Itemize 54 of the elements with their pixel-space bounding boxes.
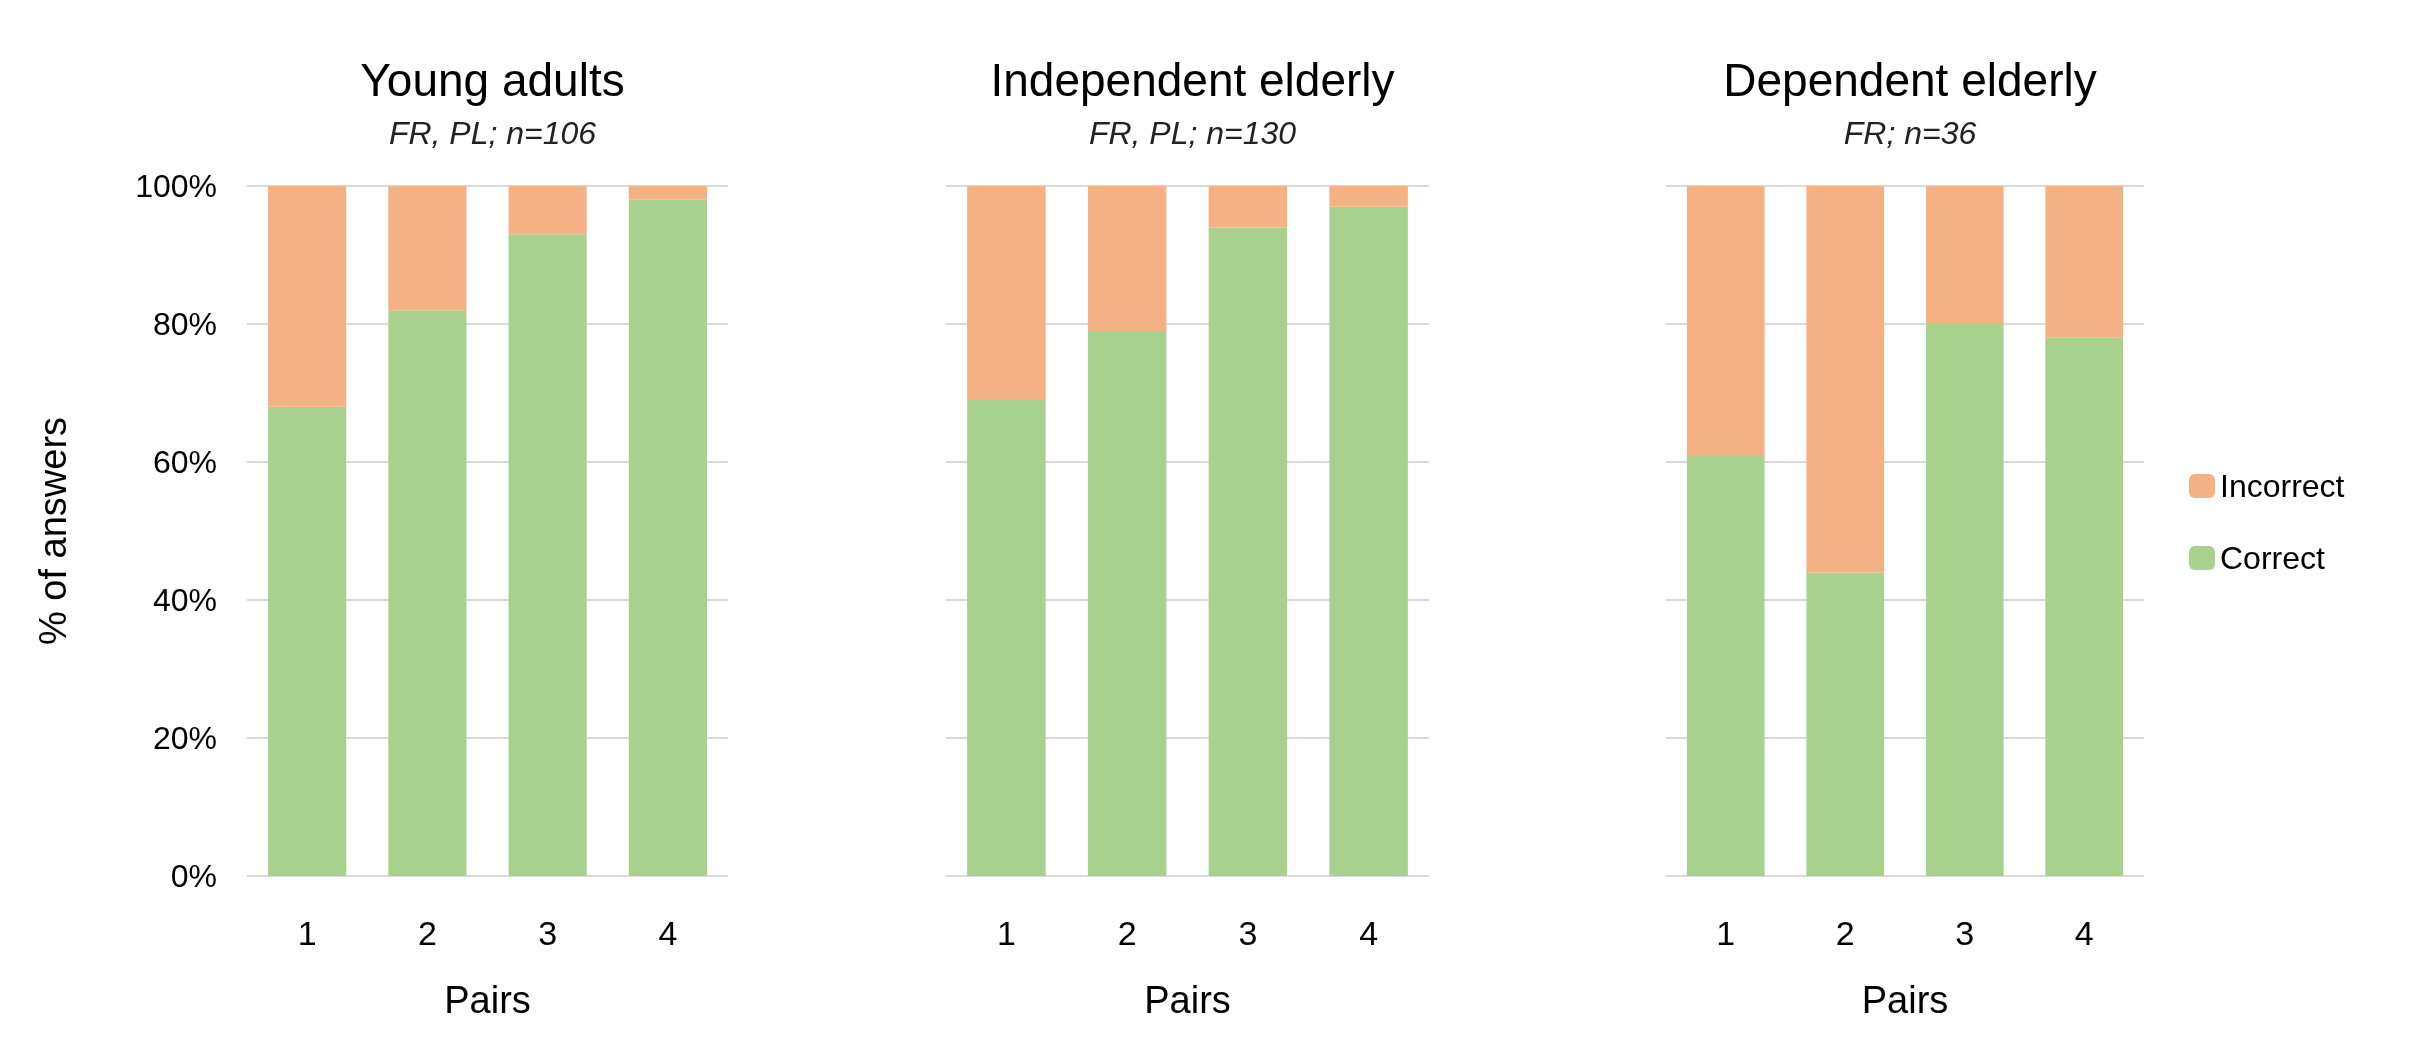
bar [1686,186,1765,456]
chart-subtitle: FR; n=36 [1843,115,1977,151]
x-tick-label: 1 [1716,914,1736,952]
bar [508,186,587,235]
x-tick-label: 1 [297,914,317,952]
x-axis-title: Pairs [444,979,531,1021]
bar [508,234,587,876]
bar [1925,324,2004,876]
bar [1208,227,1288,876]
bar [2045,337,2124,876]
x-tick-label: 4 [658,914,678,952]
x-tick-label: 4 [1359,914,1379,952]
bar [1087,330,1167,876]
y-tick-label: 40% [152,582,217,618]
x-tick-label: 2 [417,914,437,952]
y-tick-label: 80% [152,306,217,342]
chart-title: Independent elderly [990,54,1395,106]
bar [388,186,467,311]
bar [268,406,347,876]
x-tick-label: 2 [1835,914,1855,952]
y-tick-label: 100% [135,168,217,204]
bar [268,186,347,407]
bar [628,199,707,876]
bar [628,186,707,200]
bar [1686,455,1765,876]
bar [1806,572,1885,876]
bar [1329,186,1408,207]
chart-subtitle: FR, PL; n=106 [388,115,597,151]
x-axis-title: Pairs [1144,979,1231,1021]
x-tick-label: 3 [538,914,558,952]
y-tick-label: 20% [152,720,217,756]
bar [1208,186,1288,228]
y-tick-label: 60% [152,444,217,480]
x-tick-label: 3 [1238,914,1258,952]
chart-subtitle: FR, PL; n=130 [1088,115,1297,151]
bar [2045,186,2124,338]
x-tick-label: 2 [1117,914,1137,952]
x-tick-label: 3 [1955,914,1975,952]
bar [1087,186,1167,331]
bar [967,399,1046,876]
legend-label: Incorrect [2220,468,2345,504]
x-axis-title: Pairs [1861,979,1949,1021]
chart-title: Dependent elderly [1723,54,2097,106]
bar [1806,186,1885,573]
x-tick-label: 1 [996,914,1016,952]
chart-title: Young adults [360,54,625,106]
bar [967,186,1046,400]
bar [1329,206,1408,876]
x-tick-label: 4 [2074,914,2094,952]
y-axis-title: % of answers [32,416,74,646]
y-tick-label: 0% [170,858,217,894]
legend-label: Correct [2220,540,2326,576]
bar [388,310,467,876]
bar [1925,186,2004,324]
